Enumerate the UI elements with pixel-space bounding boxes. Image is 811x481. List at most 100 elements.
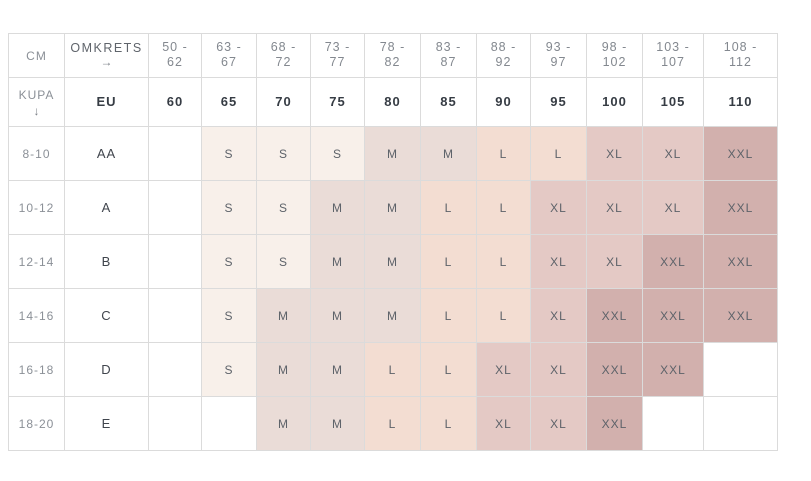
eu-size-value: 85 — [440, 94, 457, 109]
size-cell: L — [476, 234, 531, 289]
size-cell: L — [420, 180, 477, 235]
size-value: XXL — [601, 308, 628, 323]
eu-size-value: 60 — [166, 94, 184, 109]
size-cell: XXL — [703, 234, 778, 289]
size-cell: L — [420, 288, 477, 343]
cup-size-value: C — [101, 307, 112, 323]
eu-size-value: 90 — [495, 94, 512, 109]
cm-range-line2: 112 — [729, 55, 752, 70]
size-cell: XXL — [586, 342, 643, 397]
size-value: L — [499, 308, 508, 323]
size-cell: XL — [586, 180, 643, 235]
cm-range-header: 98 -102 — [586, 33, 643, 78]
cm-range-line1: 73 - — [324, 39, 351, 54]
size-value: L — [554, 146, 563, 161]
size-cell: XL — [586, 234, 643, 289]
eu-size-header: 65 — [201, 77, 257, 127]
size-cell: M — [256, 342, 311, 397]
eu-label: EU — [96, 94, 117, 109]
size-value: L — [444, 416, 453, 431]
size-cell: XXL — [586, 288, 643, 343]
size-value: M — [332, 200, 343, 215]
table-row: 8-10 AA S S S M M L L XL XL XXL — [8, 126, 778, 181]
cm-range-cell: 18-20 — [8, 396, 65, 451]
size-value: M — [332, 362, 343, 377]
size-cell: L — [420, 342, 477, 397]
table-row: 10-12 A S S M M L L XL XL XL XXL — [8, 180, 778, 235]
size-cell — [703, 396, 778, 451]
size-cell — [148, 342, 202, 397]
size-cell: XL — [476, 396, 531, 451]
eu-size-header: 95 — [530, 77, 587, 127]
size-cell: XXL — [642, 234, 704, 289]
table-row: 16-18 D S M M L L XL XL XXL XXL — [8, 342, 778, 397]
eu-size-header: 60 — [148, 77, 202, 127]
eu-size-value: 75 — [329, 94, 346, 109]
size-value: S — [332, 146, 342, 161]
eu-size-value: 105 — [660, 94, 686, 109]
size-cell: M — [310, 342, 365, 397]
cm-range-text: 88 -92 — [491, 40, 517, 71]
eu-size-value: 70 — [275, 94, 292, 109]
cm-range-text: 63 -67 — [216, 40, 242, 71]
cm-range-line2: 72 — [275, 55, 292, 70]
size-value: M — [332, 416, 343, 431]
cup-size-cell: D — [64, 342, 149, 397]
size-cell: M — [420, 126, 477, 181]
size-value: XL — [606, 254, 623, 269]
size-cell: XXL — [586, 396, 643, 451]
size-cell: S — [310, 126, 365, 181]
size-value: XL — [550, 416, 567, 431]
cm-range-line1: 68 - — [270, 39, 297, 54]
size-value: S — [224, 362, 234, 377]
cup-size-value: A — [101, 199, 112, 215]
cm-range-cell: 10-12 — [8, 180, 65, 235]
size-value: XL — [606, 200, 623, 215]
size-value: M — [332, 308, 343, 323]
cm-range-header: 93 -97 — [530, 33, 587, 78]
eu-size-value: 80 — [384, 94, 401, 109]
size-value: XXL — [727, 146, 754, 161]
size-value: L — [499, 200, 508, 215]
cup-size-value: B — [101, 253, 112, 269]
eu-size-header: 85 — [420, 77, 477, 127]
size-cell: S — [201, 234, 257, 289]
size-cell: XXL — [642, 288, 704, 343]
size-value: XXL — [601, 362, 628, 377]
size-cell: L — [364, 396, 421, 451]
cm-range-line1: 98 - — [601, 39, 628, 54]
cm-range-header: 103 -107 — [642, 33, 704, 78]
cup-size-value: AA — [96, 145, 117, 161]
size-cell: S — [256, 126, 311, 181]
size-cell: XL — [586, 126, 643, 181]
eu-size-value: 100 — [602, 94, 627, 109]
size-cell — [148, 396, 202, 451]
cm-range-cell: 14-16 — [8, 288, 65, 343]
cm-range-line1: 83 - — [435, 39, 462, 54]
size-cell: M — [310, 396, 365, 451]
eu-size-header: 100 — [586, 77, 643, 127]
size-cell: L — [420, 396, 477, 451]
size-value: L — [388, 416, 397, 431]
right-arrow-icon: → — [100, 55, 113, 70]
size-value: XL — [550, 362, 567, 377]
chart-body: 8-10 AA S S S M M L L XL XL XXL 10-12 A S S M M L L XL XL XL XX… — [8, 126, 778, 451]
cup-size-cell: A — [64, 180, 149, 235]
size-cell: XXL — [703, 288, 778, 343]
size-value: L — [444, 200, 453, 215]
size-value: L — [444, 254, 453, 269]
cup-size-cell: B — [64, 234, 149, 289]
size-cell: XXL — [703, 126, 778, 181]
cm-range-text: 50 -62 — [162, 40, 188, 71]
size-value: M — [387, 200, 398, 215]
size-cell: S — [256, 234, 311, 289]
cm-range-value: 18-20 — [18, 416, 55, 431]
size-value: XL — [606, 146, 623, 161]
size-value: S — [224, 146, 234, 161]
header-cell-eu: EU — [64, 77, 149, 127]
cm-range-line1: 78 - — [379, 39, 406, 54]
cm-range-header: 68 -72 — [256, 33, 311, 78]
table-row: 12-14 B S S M M L L XL XL XXL XXL — [8, 234, 778, 289]
cm-range-cell: 12-14 — [8, 234, 65, 289]
size-cell: M — [364, 180, 421, 235]
